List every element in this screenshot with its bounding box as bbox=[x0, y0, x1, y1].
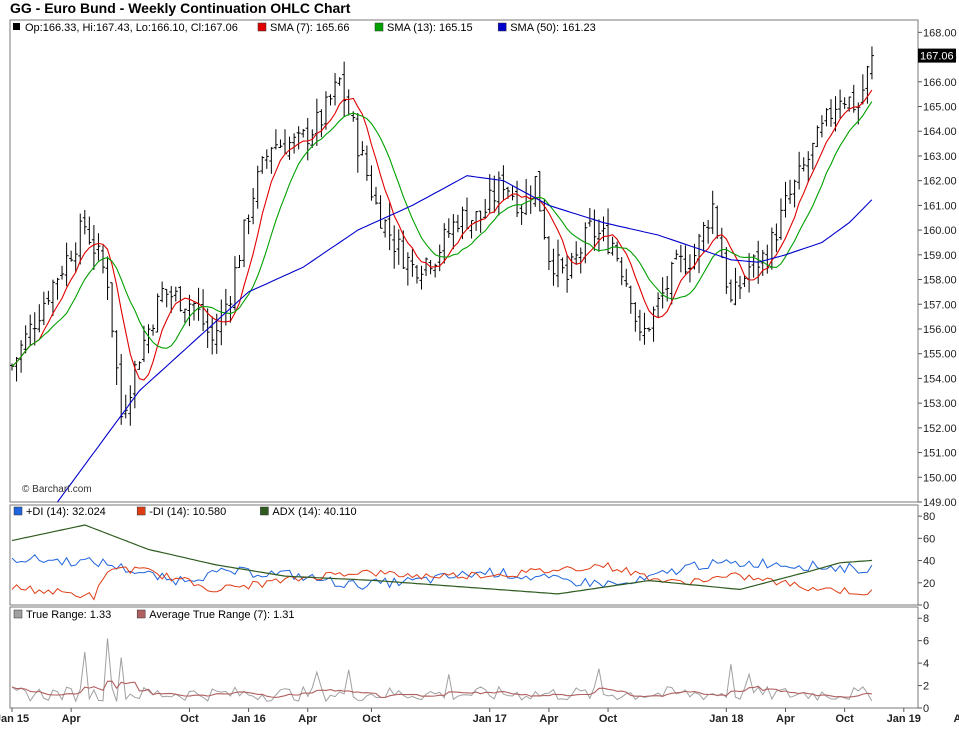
price-ytick-label: 150.00 bbox=[923, 472, 957, 484]
price-ytick-label: 158.00 bbox=[923, 275, 957, 287]
sma-50-line bbox=[57, 175, 873, 503]
adx-line bbox=[11, 524, 872, 595]
dmi-panel-frame bbox=[9, 504, 919, 606]
minus-di-line bbox=[11, 561, 873, 601]
price-ytick-label: 154.00 bbox=[923, 373, 957, 385]
price-ytick-label: 160.00 bbox=[923, 225, 957, 237]
tr-ytick-label: 2 bbox=[923, 681, 929, 693]
xtick-label: Oct bbox=[835, 713, 854, 725]
panel-frames bbox=[9, 19, 919, 709]
legend-swatch bbox=[13, 506, 23, 516]
watermark-text: © Barchart.com bbox=[22, 484, 92, 495]
legend-label: Average True Range (7): 1.31 bbox=[149, 609, 294, 621]
ohlc-legend-label: Op:166.33, Hi:167.43, Lo:166.10, Cl:167.… bbox=[25, 22, 238, 34]
price-ytick-label: 149.00 bbox=[923, 497, 957, 509]
price-ytick-label: 162.00 bbox=[923, 176, 957, 188]
xtick-label: Apr bbox=[776, 713, 796, 725]
price-ytick-label: 163.00 bbox=[923, 151, 957, 163]
last-price-marker bbox=[918, 48, 956, 63]
xtick-label: Oct bbox=[362, 713, 381, 725]
dmi-ytick-label: 40 bbox=[923, 556, 935, 568]
xtick-label: Jan 17 bbox=[473, 713, 507, 725]
legend-swatch bbox=[257, 22, 267, 32]
legend-swatch bbox=[136, 506, 146, 516]
price-ytick-label: 151.00 bbox=[923, 448, 957, 460]
price-panel-frame bbox=[9, 19, 919, 503]
tr-ytick-label: 6 bbox=[923, 636, 929, 648]
axes: 168.00167.00166.00165.00164.00163.00162.… bbox=[0, 27, 959, 725]
legend-swatch bbox=[260, 506, 269, 516]
legend-swatch bbox=[497, 22, 507, 32]
legend-swatch bbox=[374, 22, 384, 32]
legend-label: +DI (14): 32.024 bbox=[26, 506, 106, 518]
xtick-label: Apr bbox=[953, 713, 959, 725]
price-ytick-label: 152.00 bbox=[923, 423, 957, 435]
legend-label: SMA (13): 165.15 bbox=[387, 22, 473, 34]
price-panel bbox=[10, 46, 874, 503]
plus-di-line bbox=[11, 554, 873, 590]
xtick-label: Jan 15 bbox=[0, 713, 29, 725]
legends: Op:166.33, Hi:167.43, Lo:166.10, Cl:167.… bbox=[13, 22, 596, 621]
sma-13-line bbox=[11, 101, 873, 367]
tr-ytick-label: 8 bbox=[923, 613, 929, 625]
xtick-label: Apr bbox=[62, 713, 82, 725]
dmi-panel bbox=[11, 524, 873, 601]
dmi-ytick-label: 0 bbox=[923, 600, 929, 612]
price-ytick-label: 157.00 bbox=[923, 299, 957, 311]
legend-label: SMA (7): 165.66 bbox=[270, 22, 350, 34]
dmi-ytick-label: 60 bbox=[923, 533, 935, 545]
legend-label: True Range: 1.33 bbox=[26, 609, 111, 621]
price-ytick-label: 166.00 bbox=[923, 77, 957, 89]
legend-swatch bbox=[136, 609, 146, 619]
last-price-label: 167.06 bbox=[920, 51, 954, 63]
sma-7-line bbox=[11, 89, 873, 381]
legend-swatch bbox=[13, 609, 23, 619]
price-ytick-label: 165.00 bbox=[923, 102, 957, 114]
tr-ytick-label: 4 bbox=[923, 658, 929, 670]
xtick-label: Oct bbox=[599, 713, 618, 725]
price-ytick-label: 156.00 bbox=[923, 324, 957, 336]
xtick-label: Jan 18 bbox=[709, 713, 743, 725]
price-ytick-label: 155.00 bbox=[923, 349, 957, 361]
xtick-label: Oct bbox=[180, 713, 199, 725]
tr-panel-frame bbox=[9, 606, 919, 709]
xtick-label: Apr bbox=[298, 713, 318, 725]
legend-label: -DI (14): 10.580 bbox=[149, 506, 226, 518]
dmi-ytick-label: 80 bbox=[923, 511, 935, 523]
legend-label: SMA (50): 161.23 bbox=[510, 22, 596, 34]
xtick-label: Apr bbox=[539, 713, 559, 725]
price-ytick-label: 161.00 bbox=[923, 200, 957, 212]
average-true-range-line bbox=[11, 680, 872, 699]
xtick-label: Jan 16 bbox=[231, 713, 265, 725]
dmi-ytick-label: 20 bbox=[923, 578, 935, 590]
xtick-label: Jan 19 bbox=[887, 713, 921, 725]
price-ytick-label: 153.00 bbox=[923, 398, 957, 410]
price-ytick-label: 159.00 bbox=[923, 250, 957, 262]
legend-label: ADX (14): 40.110 bbox=[272, 506, 356, 518]
ohlc-legend-swatch bbox=[13, 23, 20, 30]
price-ytick-label: 164.00 bbox=[923, 126, 957, 138]
true-range-panel bbox=[11, 638, 873, 703]
chart-title: GG - Euro Bund - Weekly Continuation OHL… bbox=[10, 0, 351, 16]
tr-ytick-label: 0 bbox=[923, 703, 929, 715]
price-ytick-label: 168.00 bbox=[923, 27, 957, 39]
